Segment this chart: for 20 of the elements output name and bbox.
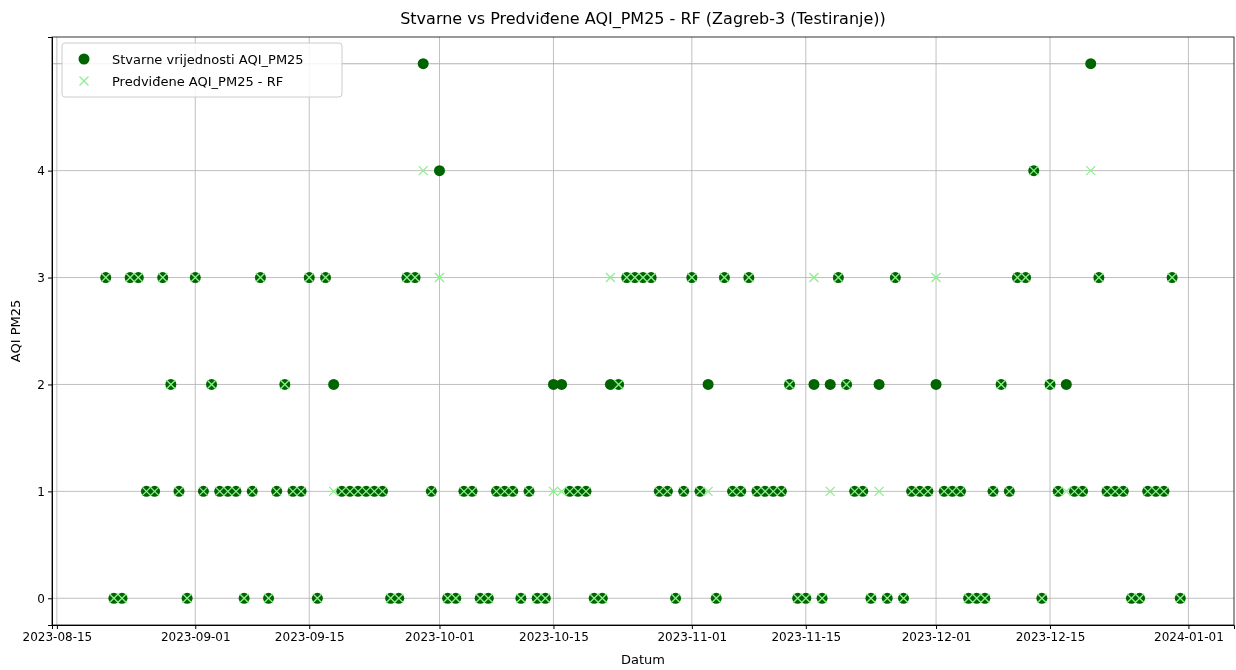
legend-label: Predviđene AQI_PM25 - RF	[112, 73, 284, 89]
x-tick-label: 2023-11-15	[771, 629, 842, 644]
x-tick-label: 2023-12-15	[1015, 629, 1086, 644]
x-tick-label: 2023-11-01	[657, 629, 728, 644]
x-tick-label: 2023-09-15	[274, 629, 345, 644]
x-tick-label: 2023-08-15	[22, 629, 93, 644]
y-tick-label: 1	[37, 484, 45, 499]
x-tick-label: 2023-12-01	[901, 629, 972, 644]
y-tick-label: 4	[37, 163, 45, 178]
x-tick-label: 2023-10-15	[519, 629, 589, 644]
x-tick-label: 2024-01-01	[1154, 629, 1224, 644]
x-tick-label: 2023-09-01	[160, 629, 231, 644]
y-axis-title: AQI PM25	[8, 299, 23, 363]
y-tick-label: 0	[37, 591, 45, 606]
y-tick-label: 2	[37, 377, 45, 392]
chart-title: Stvarne vs Predviđene AQI_PM25 - RF (Zagreb-3 (Testiranje))	[400, 9, 886, 29]
x-axis-title: Datum	[621, 652, 665, 667]
legend-label: Stvarne vrijednosti AQI_PM25	[112, 51, 304, 67]
x-tick-label: 2023-10-01	[405, 629, 475, 644]
y-tick-label: 3	[37, 270, 45, 285]
